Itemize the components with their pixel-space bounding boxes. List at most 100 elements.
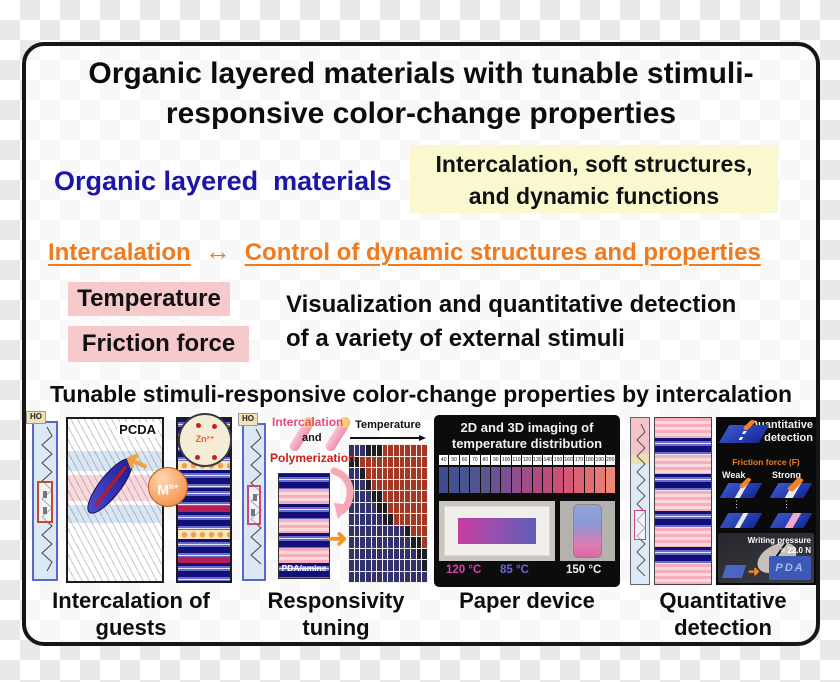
paper-substrate <box>444 506 550 556</box>
heatmap-row <box>349 479 427 490</box>
heatmap-cell <box>422 468 427 479</box>
heatmap-cell <box>365 445 371 456</box>
heatmap-row <box>349 445 427 456</box>
keywords-line2: and dynamic functions <box>468 183 720 210</box>
heatmap-cell <box>416 525 422 536</box>
heatmap-cell <box>388 560 394 571</box>
heatmap-cell <box>371 525 377 536</box>
heatmap-cell <box>349 445 354 456</box>
caption-paper-device: Paper device <box>434 588 620 615</box>
heatmap-cell <box>349 514 354 525</box>
heatmap-cell <box>349 525 354 536</box>
heatmap-cell <box>371 502 377 513</box>
heatmap-cell <box>394 537 399 548</box>
heatmap-row <box>349 456 427 467</box>
keywords-line1: Intercalation, soft structures, <box>435 151 753 177</box>
scale-swatch <box>470 467 480 493</box>
double-arrow-icon: ↔ <box>204 236 231 266</box>
heatmap-cell <box>388 525 394 536</box>
ellipsis-icon: ⋮ <box>782 499 791 509</box>
film-plate-weak <box>719 477 763 498</box>
scale-swatch <box>522 467 532 493</box>
heatmap-cell <box>349 548 354 559</box>
heatmap-cell <box>422 502 427 513</box>
scale-tick: 150 <box>553 455 563 465</box>
heatmap-cell <box>371 468 377 479</box>
heatmap-row <box>349 514 427 525</box>
scale-swatch <box>439 467 449 493</box>
heatmap-cell <box>416 479 422 490</box>
heatmap-cell <box>394 525 399 536</box>
heatmap-cell <box>416 560 422 571</box>
paper-device-heading-line2: temperature distribution <box>451 436 603 452</box>
scale-tick: 40 <box>439 455 449 465</box>
scale-tick: 180 <box>584 455 595 465</box>
heatmap-cell <box>365 560 371 571</box>
heatmap-cell <box>411 502 416 513</box>
ellipsis-icon: ⋮ <box>732 499 741 509</box>
heatmap-cell <box>411 537 416 548</box>
heatmap-cell <box>416 468 422 479</box>
scale-swatch <box>459 467 470 493</box>
heatmap-cell <box>360 514 365 525</box>
heatmap-cell <box>422 514 427 525</box>
heatmap-cell <box>394 491 399 502</box>
heatmap-cell <box>382 502 388 513</box>
scale-swatch <box>543 467 553 493</box>
heatmap-cell <box>354 468 360 479</box>
heatmap-cell <box>416 445 422 456</box>
heatmap-cell <box>388 468 394 479</box>
layered-film-column <box>654 417 712 585</box>
heatmap-row <box>349 525 427 536</box>
heatmap-cell <box>394 445 399 456</box>
heatmap-cell <box>360 456 365 467</box>
heatmap-cell <box>360 548 365 559</box>
heatmap-cell <box>377 514 382 525</box>
amphiphile-bar <box>32 421 58 581</box>
heatmap-cell <box>354 491 360 502</box>
heatmap-cell <box>382 514 388 525</box>
heatmap-cell <box>382 525 388 536</box>
heatmap-row <box>349 571 427 582</box>
caption-line: detection <box>674 614 772 640</box>
heatmap-cell <box>365 468 371 479</box>
caption-intercalation-of-guests: Intercalation of guests <box>30 588 232 642</box>
heatmap-cell <box>365 537 371 548</box>
heatmap-cell <box>394 560 399 571</box>
heatmap-cell <box>377 445 382 456</box>
caption-responsivity-tuning: Responsivity tuning <box>242 588 430 642</box>
heatmap-cell <box>377 502 382 513</box>
diacetylene-unit-box <box>37 481 53 523</box>
navy-band <box>279 503 329 519</box>
figure-title-line2: responsive color-change properties <box>165 96 677 130</box>
heatmap-cell <box>399 560 405 571</box>
writing-pressure-label: Writing pressure = 22.0 N <box>748 536 811 555</box>
diacetylene-unit-box <box>247 485 261 525</box>
scale-tick: 60 <box>459 455 470 465</box>
heatmap-cell <box>388 491 394 502</box>
heatmap-cell <box>349 537 354 548</box>
relation-right: Control of dynamic structures and proper… <box>244 239 761 266</box>
temp-120-label: 120 °C <box>446 564 482 576</box>
caption-line: guests <box>95 614 167 640</box>
heatmap-cell <box>371 479 377 490</box>
heatmap-cell <box>360 479 365 490</box>
heatmap-cell <box>388 502 394 513</box>
heatmap-row <box>349 502 427 513</box>
paper-device-heading: 2D and 3D imaging of temperature distrib… <box>434 420 620 453</box>
caption-quantitative-detection: Quantitative detection <box>630 588 816 642</box>
ho-headgroup-label: HO <box>238 413 258 426</box>
heatmap-cell <box>394 479 399 490</box>
heatmap-cell <box>371 537 377 548</box>
heatmap-cell <box>371 514 377 525</box>
heatmap-cell <box>416 571 422 582</box>
weak-label: Weak <box>722 470 746 480</box>
writing-pressure-line2: = 22.0 N <box>780 545 811 555</box>
scale-tick: 100 <box>501 455 511 465</box>
heatmap-cell <box>388 514 394 525</box>
heatmap-cell <box>405 525 411 536</box>
heatmap-cell <box>399 456 405 467</box>
figure-title: Organic layered materials with tunable s… <box>26 54 816 133</box>
heatmap-cell <box>377 456 382 467</box>
scale-tick: 190 <box>595 455 605 465</box>
